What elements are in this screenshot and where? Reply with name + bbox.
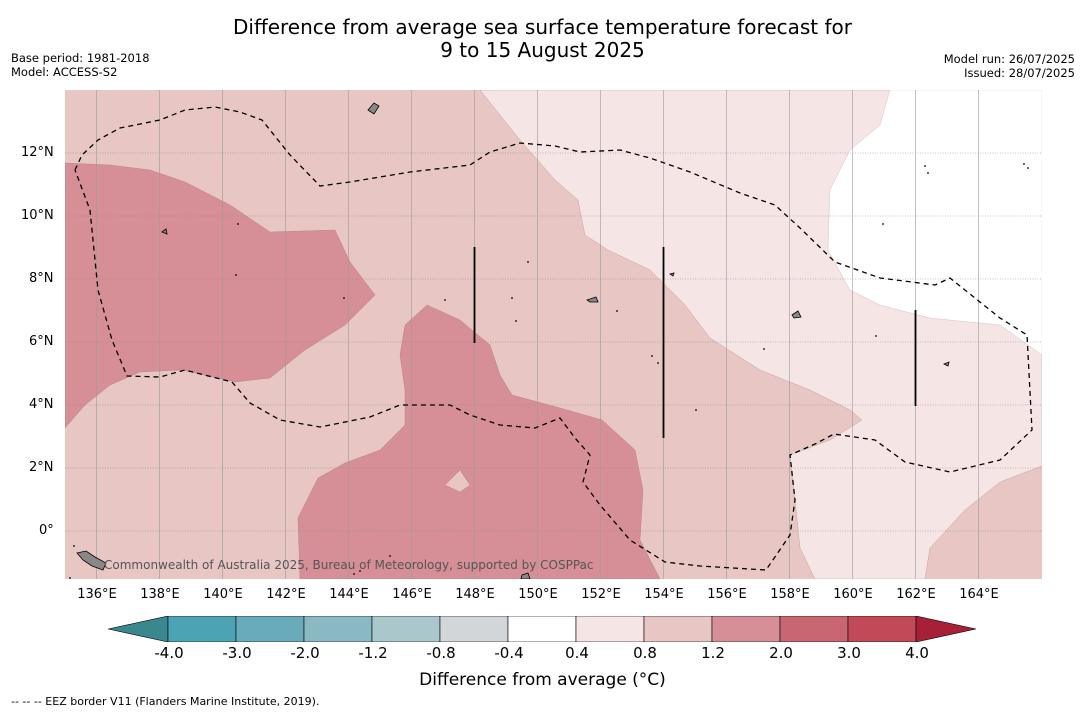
- colorbar-segment-8: [711, 616, 781, 642]
- lon-label-150e: 150°E: [518, 587, 558, 602]
- colorbar-segment-3: [371, 616, 441, 642]
- lon-label-158e: 158°E: [770, 587, 810, 602]
- colorbar-tick-11: 4.0: [905, 644, 929, 662]
- small-islets: [69, 163, 1029, 579]
- lon-label-164e: 164°E: [959, 587, 999, 602]
- lat-label-2n: 2°N: [29, 460, 54, 475]
- colorbar-label: Difference from average (°C): [419, 670, 666, 690]
- lat-label-0: 0°: [39, 523, 54, 538]
- model-run-text: Model run: 26/07/2025: [943, 52, 1075, 66]
- colorbar-segment-6: [575, 616, 645, 642]
- lon-label-144e: 144°E: [329, 587, 369, 602]
- colorbar-segment-5: [507, 616, 577, 642]
- colorbar-tick-4: -0.8: [426, 644, 456, 662]
- anomaly-band-1.2-2.0-west: [65, 162, 376, 429]
- lon-label-156e: 156°E: [707, 587, 747, 602]
- colorbar-tick-1: -3.0: [222, 644, 252, 662]
- lon-label-136e: 136°E: [77, 587, 117, 602]
- lon-label-160e: 160°E: [833, 587, 873, 602]
- islands: [76, 102, 950, 579]
- lon-label-140e: 140°E: [203, 587, 243, 602]
- map-panel: [65, 90, 1042, 579]
- colorbar-tick-0: -4.0: [154, 644, 184, 662]
- colorbar-tick-2: -2.0: [290, 644, 320, 662]
- colorbar-segment-10: [847, 616, 917, 642]
- model-text: Model: ACCESS-S2: [11, 65, 118, 79]
- lat-label-8n: 8°N: [29, 271, 54, 286]
- base-period-text: Base period: 1981-2018: [11, 51, 150, 65]
- colorbar-segment-9: [779, 616, 849, 642]
- lat-label-6n: 6°N: [29, 334, 54, 349]
- lon-label-148e: 148°E: [455, 587, 495, 602]
- colorbar-segment-1: [235, 616, 305, 642]
- colorbar-tick-3: -1.2: [358, 644, 388, 662]
- colorbar-segment-4: [439, 616, 509, 642]
- boundary-markers: [473, 247, 917, 438]
- colorbar-tick-6: 0.4: [565, 644, 589, 662]
- anomaly-band-0.0-0.4: [827, 90, 1042, 356]
- lon-label-152e: 152°E: [581, 587, 621, 602]
- lon-label-142e: 142°E: [266, 587, 306, 602]
- lon-label-154e: 154°E: [644, 587, 684, 602]
- lon-label-138e: 138°E: [140, 587, 180, 602]
- colorbar-extend-over: [915, 616, 977, 642]
- colorbar-segment-7: [643, 616, 713, 642]
- colorbar-extend-under: [108, 616, 169, 642]
- anomaly-hole: [444, 469, 471, 493]
- eez-legend-text: -- -- -- EEZ border V11 (Flanders Marine…: [11, 695, 320, 708]
- lat-label-4n: 4°N: [29, 397, 54, 412]
- colorbar-tick-5: -0.4: [494, 644, 524, 662]
- sst-anomaly-map: [65, 90, 1042, 579]
- colorbar-tick-10: 3.0: [837, 644, 861, 662]
- copyright-text: Commonwealth of Australia 2025, Bureau o…: [104, 558, 594, 572]
- latitude-gridlines: [65, 152, 1042, 532]
- anomaly-band-1.2-2.0-central: [297, 304, 661, 579]
- lon-label-146e: 146°E: [392, 587, 432, 602]
- lat-label-10n: 10°N: [21, 208, 54, 223]
- title-line-2: 9 to 15 August 2025: [440, 38, 645, 62]
- lon-label-162e: 162°E: [896, 587, 936, 602]
- colorbar-tick-7: 0.8: [633, 644, 657, 662]
- colorbar: [108, 616, 978, 642]
- colorbar-segment-0: [167, 616, 237, 642]
- colorbar-tick-8: 1.2: [701, 644, 725, 662]
- colorbar-tick-9: 2.0: [769, 644, 793, 662]
- title-line-1: Difference from average sea surface temp…: [232, 15, 852, 39]
- eez-borders: [74, 106, 1033, 571]
- lat-label-12n: 12°N: [21, 145, 54, 160]
- issued-text: Issued: 28/07/2025: [964, 66, 1075, 80]
- colorbar-segment-2: [303, 616, 373, 642]
